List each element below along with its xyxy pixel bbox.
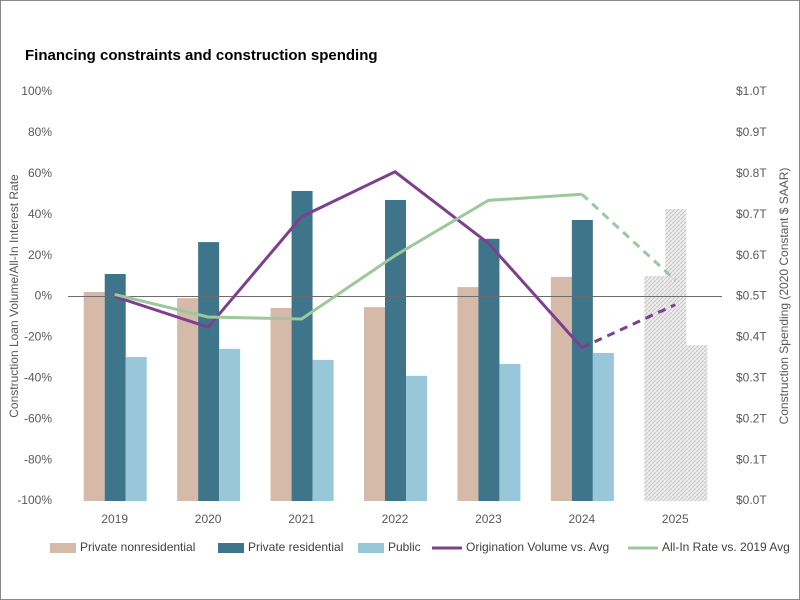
y-tick-label: -20%: [24, 330, 52, 344]
legend-label: Private residential: [248, 540, 343, 554]
y-tick-label: -100%: [17, 493, 52, 507]
bar: [219, 348, 241, 501]
y2-tick-label: $0.5T: [736, 289, 767, 303]
legend-label: Origination Volume vs. Avg: [466, 540, 609, 554]
y2-tick-label: $0.6T: [736, 248, 767, 262]
y-tick-label: -60%: [24, 411, 52, 425]
x-tick-label: 2023: [475, 512, 502, 526]
bar: [198, 242, 220, 501]
bar: [83, 292, 105, 501]
y-tick-label: -80%: [24, 452, 52, 466]
bar: [644, 276, 666, 501]
bar: [571, 220, 593, 501]
bar: [592, 352, 614, 501]
bar: [550, 276, 572, 501]
x-tick-label: 2025: [662, 512, 689, 526]
y-tick-label: 60%: [28, 166, 52, 180]
bar: [686, 345, 708, 501]
bar: [364, 307, 385, 501]
bar: [291, 190, 313, 501]
bar: [499, 363, 521, 501]
y-tick-label: 100%: [21, 84, 52, 98]
bar: [177, 298, 199, 501]
y2-tick-label: $0.3T: [736, 370, 767, 384]
line: [580, 193, 677, 282]
x-tick-label: 2024: [569, 512, 596, 526]
legend-swatch: [358, 543, 384, 553]
legend-label: Public: [388, 540, 421, 554]
y-tick-label: 0%: [35, 289, 53, 303]
bar: [406, 375, 427, 501]
legend-label: All-In Rate vs. 2019 Avg: [662, 540, 790, 554]
y2-tick-label: $0.0T: [736, 493, 767, 507]
y2-tick-label: $0.8T: [736, 166, 767, 180]
y-tick-label: 20%: [28, 248, 52, 262]
x-tick-label: 2019: [101, 512, 128, 526]
y-axis-label: Construction Loan Volume/All-In Interest…: [7, 174, 21, 418]
line: [581, 303, 676, 349]
legend-swatch: [50, 543, 76, 553]
y2-tick-label: $0.9T: [736, 125, 767, 139]
chart-title: Financing constraints and construction s…: [25, 47, 378, 64]
y2-tick-label: $0.2T: [736, 411, 767, 425]
y2-tick-label: $1.0T: [736, 84, 767, 98]
bar: [125, 357, 147, 501]
y2-tick-label: $0.4T: [736, 330, 767, 344]
bar: [104, 274, 126, 501]
bar: [385, 199, 406, 501]
legend-swatch: [218, 543, 244, 553]
y-tick-label: 40%: [28, 207, 52, 221]
y-tick-label: -40%: [24, 370, 52, 384]
y2-axis-label: Construction Spending (2020 Constant $ S…: [777, 168, 791, 425]
y2-tick-label: $0.1T: [736, 452, 767, 466]
y2-tick-label: $0.7T: [736, 207, 767, 221]
x-tick-label: 2021: [288, 512, 315, 526]
bar: [665, 208, 687, 501]
bar: [457, 287, 479, 501]
bar: [312, 359, 334, 501]
bar: [270, 307, 292, 501]
x-tick-label: 2020: [195, 512, 222, 526]
legend-label: Private nonresidential: [80, 540, 195, 554]
line: [114, 192, 582, 321]
line: [114, 170, 583, 349]
bar: [478, 238, 500, 501]
y-tick-label: 80%: [28, 125, 52, 139]
x-tick-label: 2022: [382, 512, 409, 526]
